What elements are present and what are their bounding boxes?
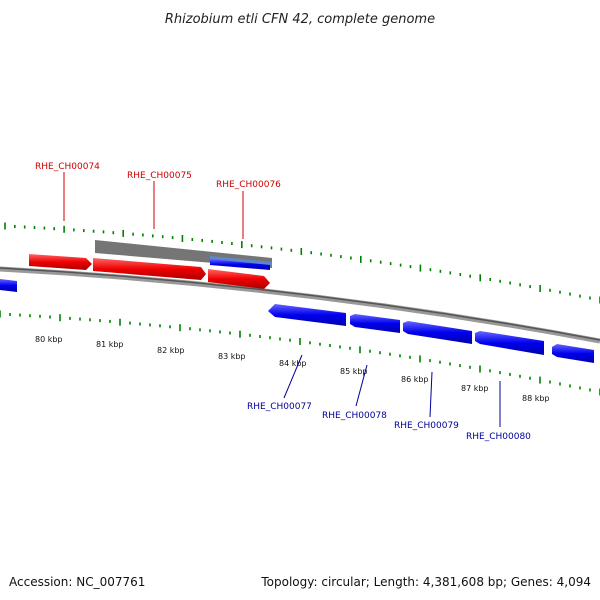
gene-leader-line	[283, 354, 303, 399]
gene-label-rhe-ch00074[interactable]: RHE_CH00074	[35, 162, 100, 172]
gene-label-rhe-ch00079[interactable]: RHE_CH00079	[394, 421, 459, 431]
outer-tick-marks	[4, 222, 600, 304]
gene-arrow-left-partial[interactable]	[0, 279, 17, 292]
genome-summary-text: Topology: circular; Length: 4,381,608 bp…	[260, 575, 591, 589]
kbp-label: 88 kbp	[522, 394, 550, 403]
kbp-label: 85 kbp	[340, 367, 368, 376]
selection-highlight-blue	[210, 256, 272, 266]
gene-label-rhe-ch00075[interactable]: RHE_CH00075	[127, 171, 192, 181]
gene-label-rhe-ch00076[interactable]: RHE_CH00076	[216, 180, 281, 190]
gene-arrow-rhe-ch00080[interactable]	[475, 331, 544, 355]
genome-backbone	[0, 266, 600, 344]
gene-arrow-right-partial[interactable]	[552, 344, 594, 363]
gene-label-rhe-ch00080[interactable]: RHE_CH00080	[466, 432, 531, 442]
kbp-label: 86 kbp	[401, 375, 429, 384]
gene-arrow-top-blue[interactable]	[210, 259, 270, 270]
gene-arrow-rhe-ch00075[interactable]	[93, 258, 206, 280]
accession-text: Accession: NC_007761	[9, 575, 145, 589]
gene-leader-line	[429, 371, 433, 418]
kbp-label: 81 kbp	[96, 340, 124, 349]
gene-arrow-rhe-ch00076[interactable]	[208, 269, 270, 289]
gene-arrow-rhe-ch00077[interactable]	[268, 304, 346, 326]
gene-arrow-rhe-ch00079[interactable]	[403, 321, 472, 344]
kbp-label: 82 kbp	[157, 346, 185, 355]
gene-arrow-rhe-ch00074[interactable]	[29, 254, 92, 270]
gene-arrow-rhe-ch00078[interactable]	[350, 314, 400, 333]
gene-label-rhe-ch00078[interactable]: RHE_CH00078	[322, 411, 387, 421]
genome-backbone-edge	[0, 267, 600, 341]
map-title: Rhizobium etli CFN 42, complete genome	[165, 12, 435, 27]
kbp-label: 80 kbp	[35, 335, 63, 344]
inner-tick-marks	[0, 310, 600, 396]
gene-leader-line	[355, 364, 368, 407]
kbp-label: 87 kbp	[461, 384, 489, 393]
kbp-label: 84 kbp	[279, 359, 307, 368]
kbp-label: 83 kbp	[218, 352, 246, 361]
gene-label-rhe-ch00077[interactable]: RHE_CH00077	[247, 402, 312, 412]
